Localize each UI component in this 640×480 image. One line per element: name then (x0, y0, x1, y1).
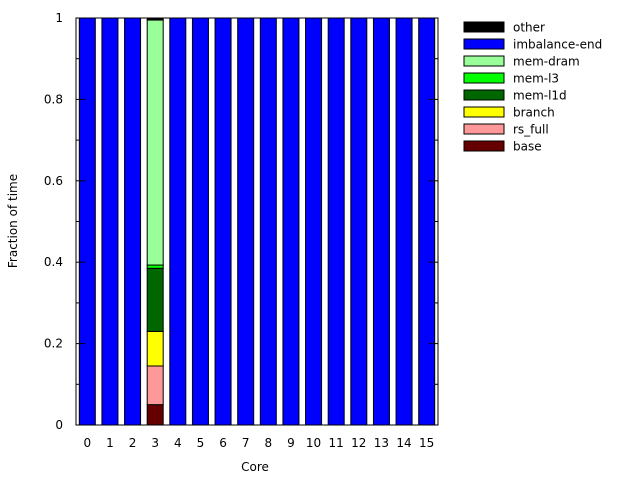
x-tick-label-7: 7 (242, 436, 250, 450)
bar-core-5-imbalance-end (191, 17, 209, 426)
legend: other imbalance-end mem-dram mem-l3 mem-l1d b… (463, 21, 602, 154)
bar-core-3-rs_full (146, 365, 164, 406)
y-tick-label: 0.2 (44, 337, 63, 351)
legend-swatch-imbalance-end (463, 38, 505, 50)
bar-core-3-base (146, 404, 164, 426)
y-axis-label: Fraction of time (6, 174, 20, 268)
legend-label-branch: branch (513, 106, 555, 120)
legend-label-mem-l3: mem-l3 (513, 72, 559, 86)
x-tick-label-3: 3 (151, 436, 159, 450)
x-tick-label-10: 10 (306, 436, 321, 450)
x-tick-label-13: 13 (374, 436, 389, 450)
bar-core-9-imbalance-end (282, 17, 300, 426)
x-tick-label-11: 11 (329, 436, 344, 450)
legend-swatch-base (463, 140, 505, 152)
x-tick-label-4: 4 (174, 436, 182, 450)
x-tick-label-8: 8 (264, 436, 272, 450)
bar-core-0-imbalance-end (78, 17, 96, 426)
x-tick-label-5: 5 (197, 436, 205, 450)
x-tick-label-12: 12 (351, 436, 366, 450)
legend-swatch-other (463, 21, 505, 33)
legend-swatch-branch (463, 106, 505, 118)
x-tick-label-2: 2 (129, 436, 137, 450)
legend-label-imbalance-end: imbalance-end (513, 38, 602, 52)
bar-core-3-mem-l1d (146, 267, 164, 332)
bar-core-4-imbalance-end (169, 17, 187, 426)
x-axis: 0 1 2 3 4 5 6 7 8 9 10 11 12 13 14 15 (83, 436, 434, 450)
y-tick-label: 0.4 (44, 255, 63, 269)
legend-label-base: base (513, 140, 542, 154)
bar-core-1-imbalance-end (101, 17, 119, 426)
bars-layer (78, 17, 436, 426)
legend-label-mem-dram: mem-dram (513, 55, 580, 69)
bar-core-14-imbalance-end (395, 17, 413, 426)
legend-label-other: other (513, 21, 545, 35)
legend-label-mem-l1d: mem-l1d (513, 89, 567, 103)
x-axis-label: Core (241, 460, 269, 474)
bar-core-8-imbalance-end (259, 17, 277, 426)
y-tick-label: 0 (55, 418, 63, 432)
bar-core-2-imbalance-end (124, 17, 142, 426)
x-tick-label-15: 15 (419, 436, 434, 450)
legend-swatch-mem-dram (463, 55, 505, 67)
bar-core-13-imbalance-end (372, 17, 390, 426)
bar-core-6-imbalance-end (214, 17, 232, 426)
y-tick-label: 0.6 (44, 174, 63, 188)
bar-core-3-mem-dram (146, 19, 164, 266)
x-tick-label-14: 14 (396, 436, 411, 450)
legend-swatch-mem-l3 (463, 72, 505, 84)
x-tick-label-1: 1 (106, 436, 114, 450)
legend-swatch-rs_full (463, 123, 505, 135)
y-tick-label: 0.8 (44, 92, 63, 106)
legend-label-rs_full: rs_full (513, 123, 549, 137)
bar-core-15-imbalance-end (418, 17, 436, 426)
bar-core-12-imbalance-end (350, 17, 368, 426)
bar-core-3-branch (146, 330, 164, 367)
bar-core-10-imbalance-end (305, 17, 323, 426)
x-tick-label-9: 9 (287, 436, 295, 450)
bar-core-7-imbalance-end (237, 17, 255, 426)
legend-swatch-mem-l1d (463, 89, 505, 101)
x-tick-label-6: 6 (219, 436, 227, 450)
y-tick-label: 1 (55, 11, 63, 25)
bar-core-11-imbalance-end (327, 17, 345, 426)
y-axis: 0 0.2 0.4 0.6 0.8 1 (44, 11, 438, 432)
x-tick-label-0: 0 (83, 436, 91, 450)
